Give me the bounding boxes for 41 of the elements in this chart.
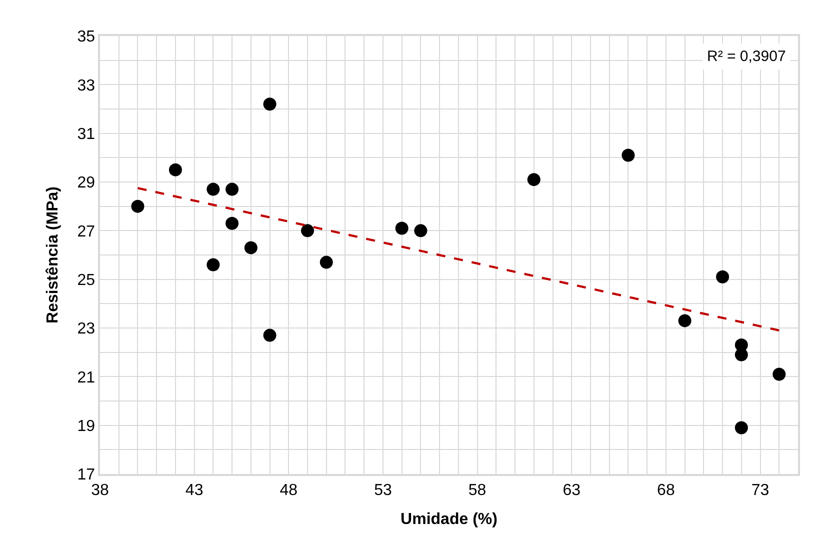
x-tick-label: 58 [468, 482, 486, 499]
point [678, 314, 692, 328]
x-tick-label: 63 [562, 482, 581, 499]
point [772, 368, 786, 381]
y-axis-title: Resistência (MPa) [44, 186, 62, 324]
point [244, 241, 258, 254]
x-tick-label: 43 [185, 482, 204, 499]
point [168, 163, 182, 176]
point [206, 258, 220, 272]
y-tick-label: 27 [77, 223, 96, 240]
x-tick-label: 73 [751, 482, 770, 499]
point [206, 182, 220, 196]
point [734, 421, 748, 434]
point [716, 270, 730, 284]
y-tick-label: 33 [77, 77, 96, 94]
point [301, 224, 314, 238]
y-tick-label: 17 [77, 466, 96, 484]
point [395, 222, 408, 235]
y-tick-label: 21 [77, 369, 96, 386]
y-tick-label: 19 [77, 418, 96, 435]
point [263, 328, 276, 342]
point [263, 98, 276, 111]
y-tick-label: 31 [77, 126, 96, 143]
x-axis-title: Umidade (%) [400, 511, 498, 528]
point [734, 348, 748, 362]
point [131, 200, 144, 213]
x-tick-label: 68 [657, 482, 675, 499]
point [622, 148, 635, 162]
annotation: R² = 0,3907 [707, 48, 786, 65]
point [414, 224, 428, 238]
point [226, 182, 239, 196]
point [226, 216, 239, 230]
y-tick-label: 23 [77, 320, 96, 338]
y-tick-label: 25 [77, 272, 96, 289]
x-tick-label: 48 [280, 482, 298, 499]
x-tick-label: 38 [91, 482, 109, 499]
x-tick-label: 53 [374, 482, 392, 499]
point [527, 173, 540, 186]
y-tick-label: 35 [77, 28, 96, 46]
point [320, 256, 333, 269]
y-tick-label: 29 [77, 174, 96, 192]
